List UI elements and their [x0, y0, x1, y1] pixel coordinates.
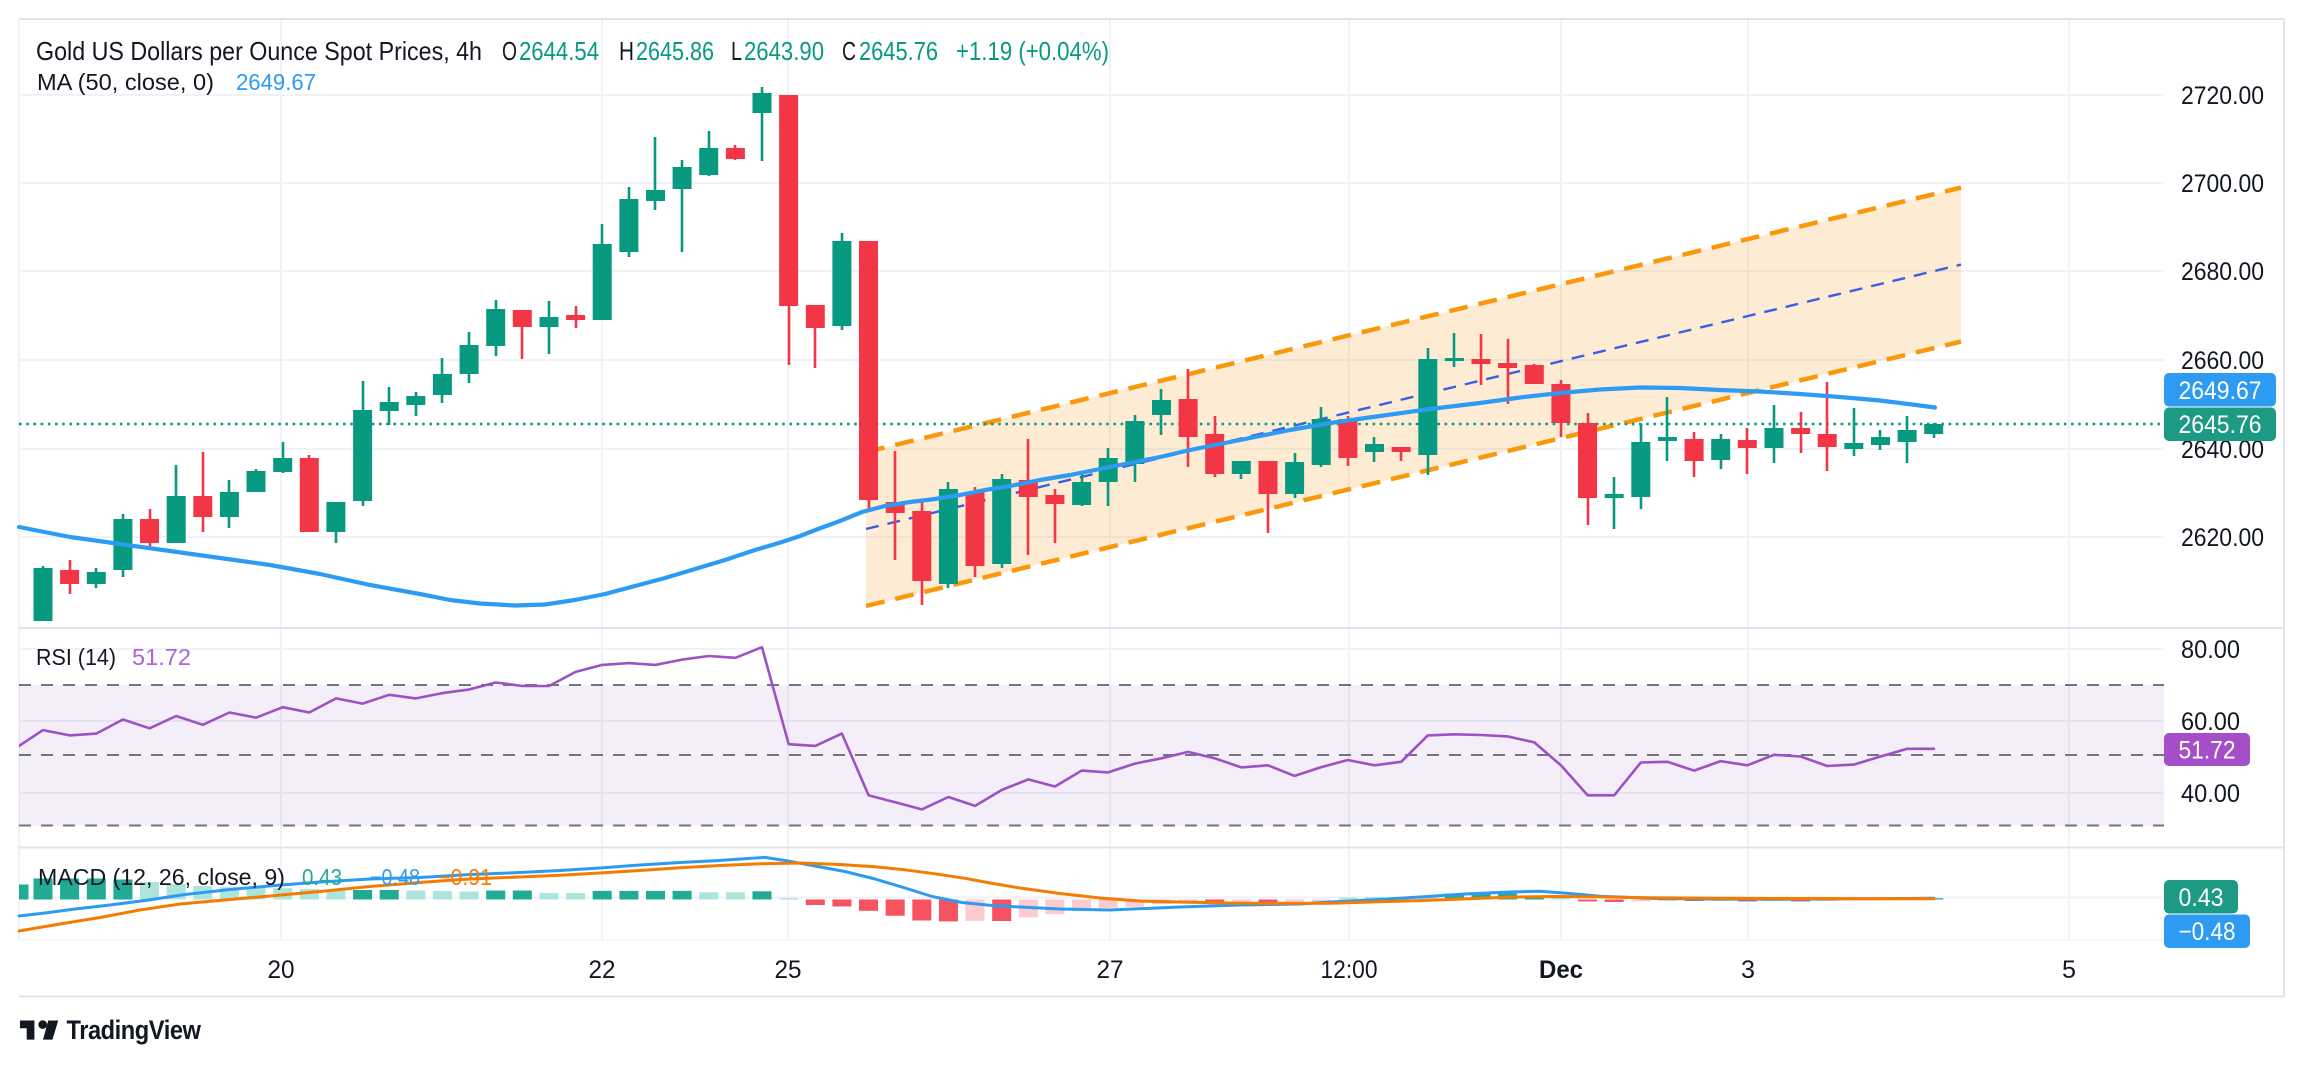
svg-text:2720.00: 2720.00	[2181, 82, 2264, 110]
svg-text:−0.91: −0.91	[438, 864, 492, 890]
svg-text:40.00: 40.00	[2181, 780, 2240, 808]
svg-text:C: C	[842, 36, 856, 66]
svg-text:60.00: 60.00	[2181, 708, 2240, 736]
svg-text:+1.19 (+0.04%): +1.19 (+0.04%)	[956, 36, 1109, 66]
svg-text:12:00: 12:00	[1321, 956, 1378, 984]
svg-text:27: 27	[1097, 956, 1124, 984]
svg-text:−0.48: −0.48	[370, 864, 420, 890]
svg-text:51.72: 51.72	[2179, 737, 2236, 765]
svg-text:0.43: 0.43	[2179, 884, 2224, 912]
svg-text:2644.54: 2644.54	[519, 36, 599, 66]
svg-text:2645.76: 2645.76	[859, 36, 938, 66]
svg-text:RSI (14): RSI (14)	[36, 644, 116, 670]
svg-text:2660.00: 2660.00	[2181, 347, 2264, 375]
svg-text:5: 5	[2062, 956, 2076, 984]
svg-text:0.43: 0.43	[302, 864, 342, 890]
svg-text:2680.00: 2680.00	[2181, 258, 2264, 286]
svg-text:2700.00: 2700.00	[2181, 170, 2264, 198]
svg-text:22: 22	[589, 956, 616, 984]
svg-text:Gold US Dollars per Ounce Spot: Gold US Dollars per Ounce Spot Prices, 4…	[36, 36, 482, 66]
svg-text:MACD (12, 26, close, 9): MACD (12, 26, close, 9)	[38, 864, 285, 890]
svg-text:80.00: 80.00	[2181, 636, 2240, 664]
svg-text:20: 20	[268, 956, 295, 984]
svg-text:2649.67: 2649.67	[2179, 377, 2262, 405]
svg-text:H: H	[619, 36, 634, 66]
svg-text:MA (50, close, 0): MA (50, close, 0)	[37, 69, 214, 95]
svg-text:25: 25	[775, 956, 802, 984]
svg-text:2649.67: 2649.67	[236, 69, 316, 95]
svg-text:2643.90: 2643.90	[744, 36, 824, 66]
svg-text:51.72: 51.72	[132, 644, 191, 670]
svg-text:3: 3	[1741, 956, 1755, 984]
svg-text:2645.86: 2645.86	[636, 36, 714, 66]
svg-text:−0.48: −0.48	[2179, 918, 2236, 946]
svg-text:2645.76: 2645.76	[2179, 411, 2262, 439]
svg-text:O: O	[502, 36, 517, 66]
svg-text:L: L	[731, 36, 742, 66]
svg-text:2620.00: 2620.00	[2181, 524, 2264, 552]
svg-text:TradingView: TradingView	[67, 1015, 202, 1045]
svg-text:Dec: Dec	[1539, 956, 1583, 984]
